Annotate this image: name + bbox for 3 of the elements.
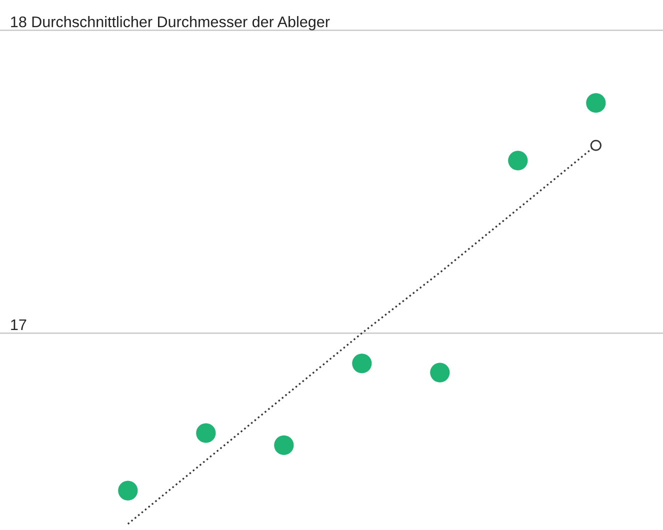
y-axis-title: Durchschnittlicher Durchmesser der Ableger <box>32 16 330 30</box>
y-tick-label: 18 <box>11 16 26 28</box>
y-tick-label: 17 <box>11 319 26 330</box>
